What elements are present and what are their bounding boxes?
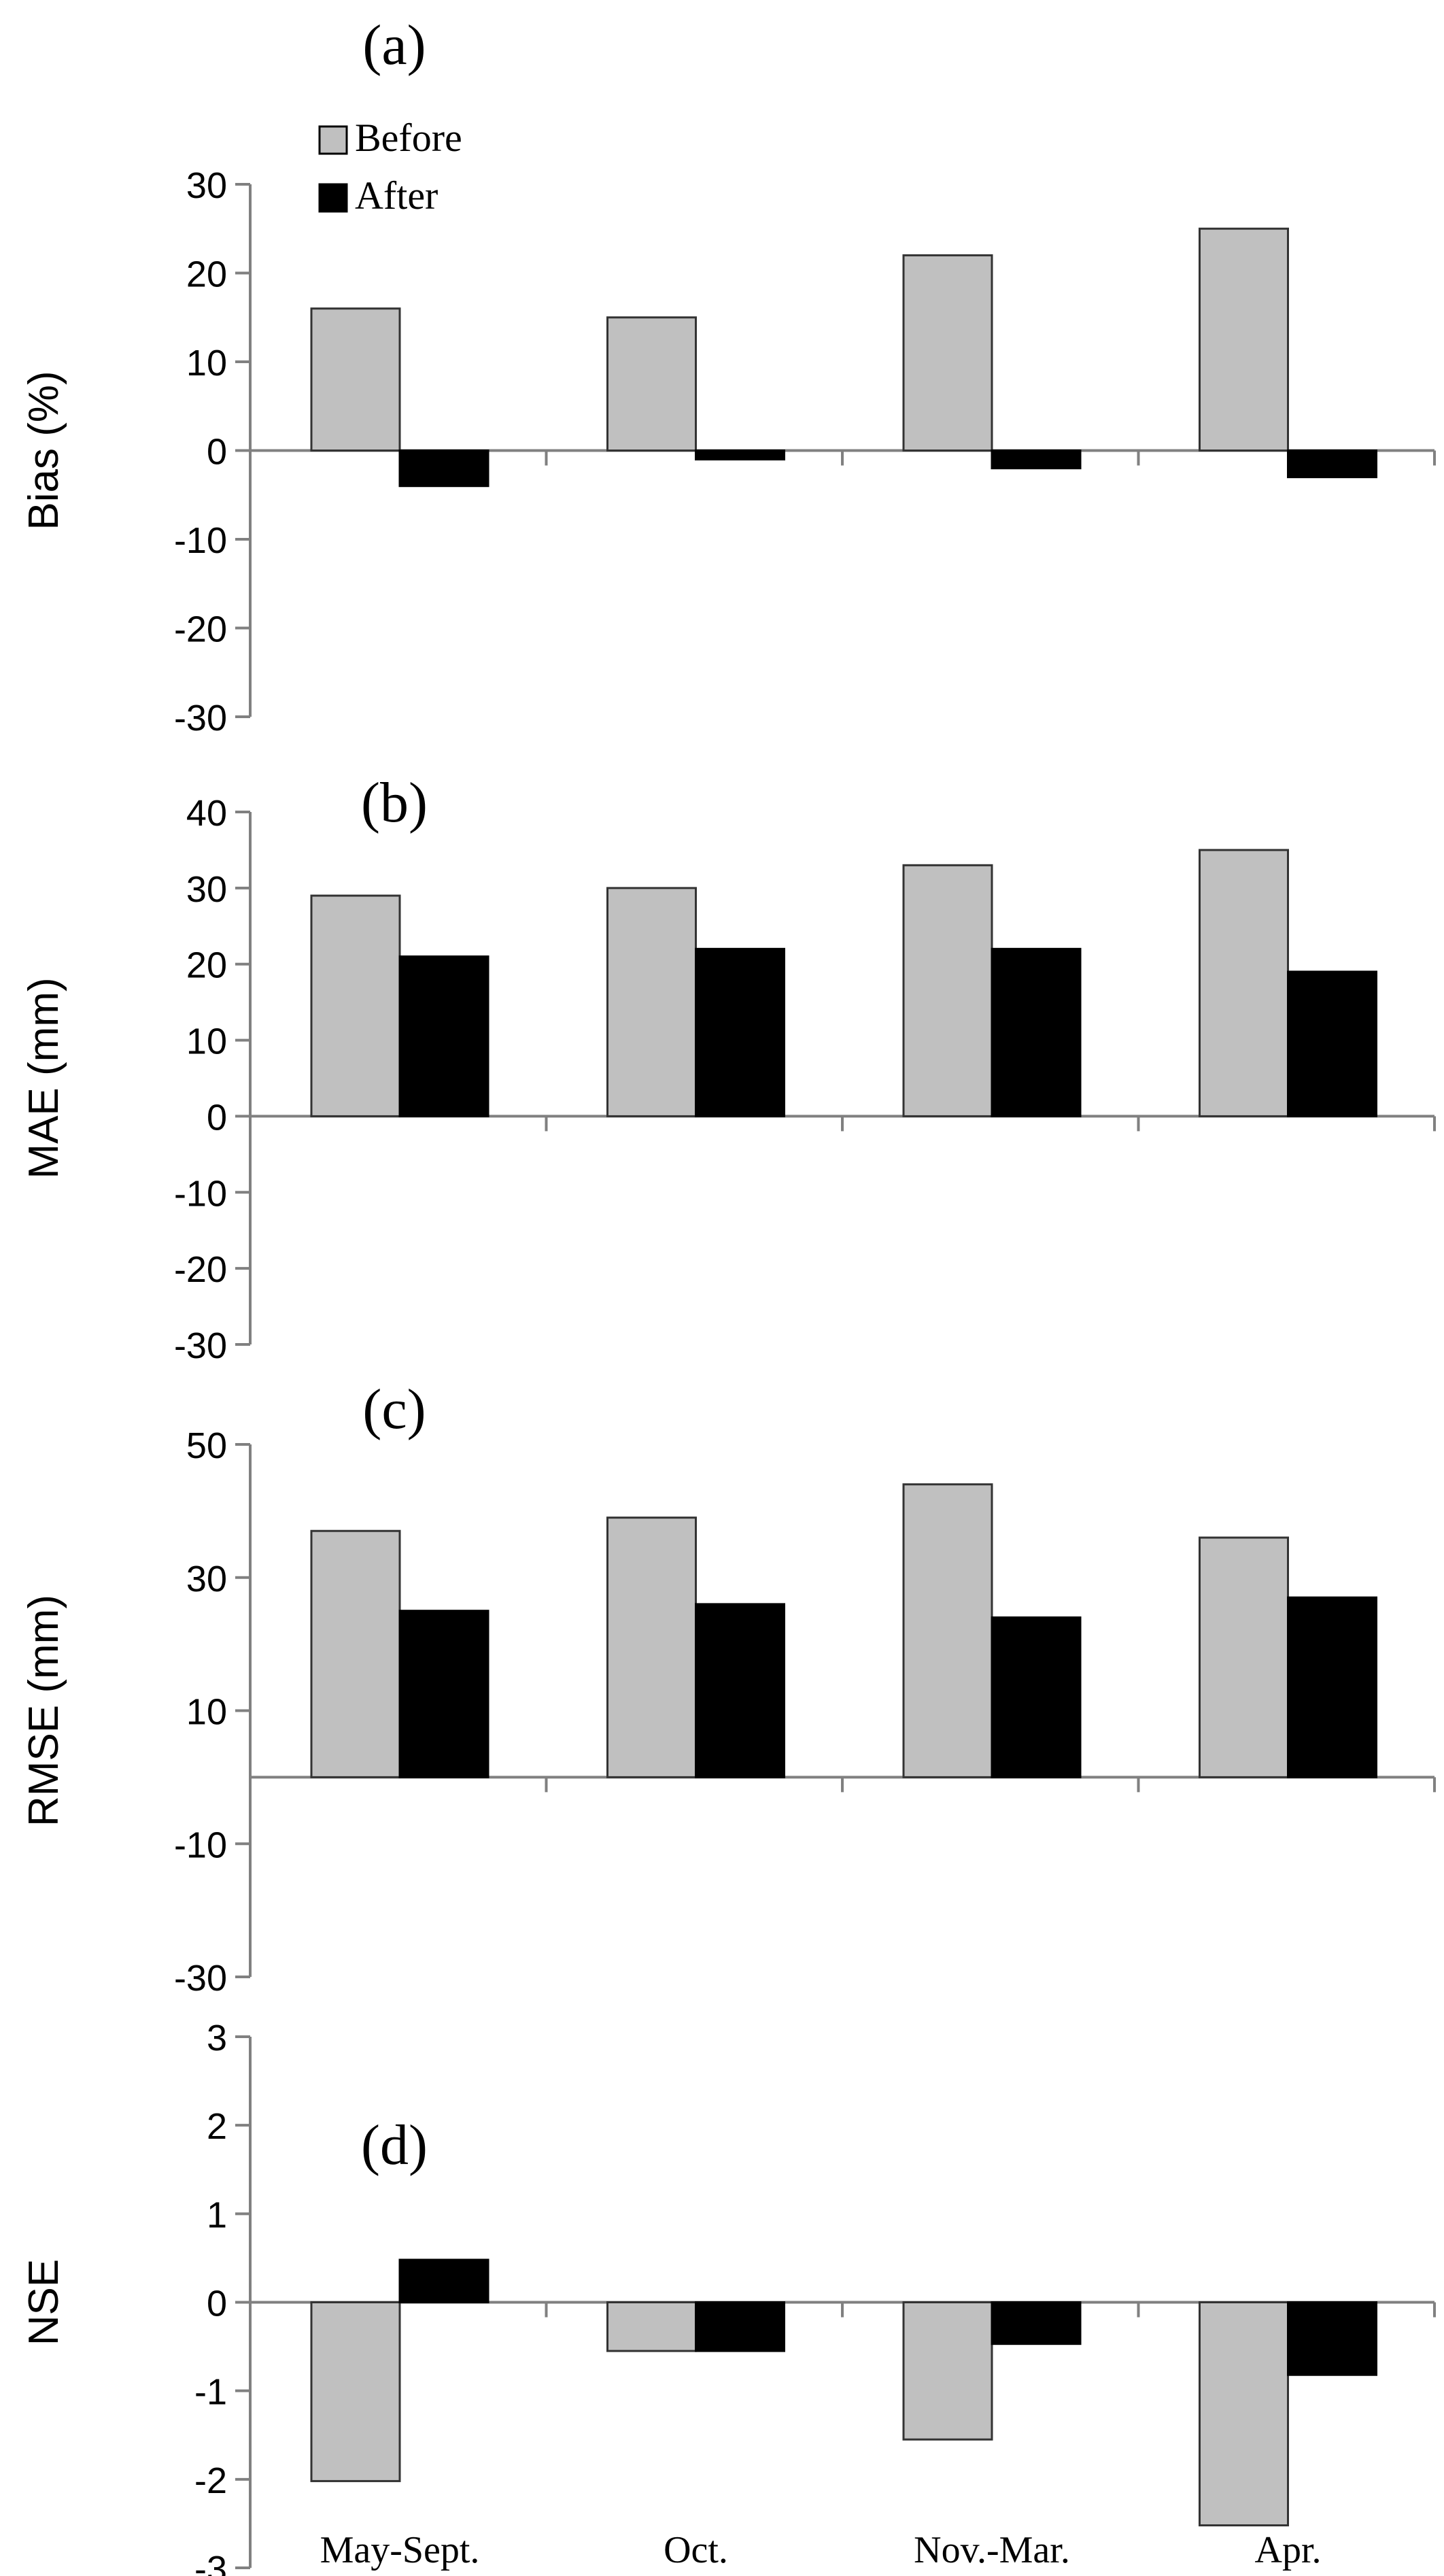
bar-after-0 (398, 450, 489, 488)
y-tick-label: 30 (186, 869, 227, 910)
bar-before-0 (310, 1529, 401, 1778)
y-tick-label: -20 (174, 1249, 227, 1290)
legend-label-before: Before (355, 116, 462, 160)
panel-label: (c) (362, 1378, 426, 1441)
y-tick-label: -2 (194, 2460, 227, 2501)
y-tick-label: 30 (186, 165, 227, 206)
y-tick-label: 30 (186, 1559, 227, 1599)
y-tick-label: 0 (207, 1097, 227, 1138)
y-tick-label: 50 (186, 1425, 227, 1466)
y-tick-label: -10 (174, 1825, 227, 1865)
bar-before-0 (310, 2301, 401, 2482)
bar-after-3 (1287, 1596, 1377, 1778)
x-category-label: May-Sept. (320, 2529, 480, 2571)
bar-before-3 (1199, 849, 1289, 1117)
bar-after-1 (695, 1603, 785, 1778)
y-tick-label: -30 (174, 1325, 227, 1366)
y-tick-label: -30 (174, 1958, 227, 1999)
y-tick-label: 0 (207, 2284, 227, 2324)
y-tick-label: -3 (194, 2549, 227, 2576)
y-axis-title: Bias (%) (20, 371, 67, 530)
bar-before-1 (606, 1516, 697, 1778)
bar-before-1 (606, 2301, 697, 2352)
y-tick-label: -30 (174, 698, 227, 739)
x-category-label: Oct. (664, 2529, 728, 2571)
y-tick-label: 3 (207, 2018, 227, 2058)
bar-before-2 (902, 1483, 993, 1778)
y-tick-label: 10 (186, 1021, 227, 1062)
bar-before-0 (310, 894, 401, 1117)
legend-swatch-before (318, 125, 348, 155)
bar-before-1 (606, 316, 697, 452)
bar-after-3 (1287, 970, 1377, 1117)
bar-before-3 (1199, 227, 1289, 452)
y-tick-label: 0 (207, 432, 227, 473)
y-tick-label: 20 (186, 945, 227, 986)
bar-after-0 (398, 2258, 489, 2304)
bar-before-2 (902, 254, 993, 452)
y-tick-label: -1 (194, 2372, 227, 2413)
bar-after-3 (1287, 2301, 1377, 2376)
bar-after-2 (991, 1616, 1082, 1778)
bar-before-3 (1199, 1536, 1289, 1778)
y-tick-label: 2 (207, 2106, 227, 2147)
y-axis-title: MAE (mm) (20, 977, 67, 1179)
legend-label-after: After (355, 173, 438, 218)
y-tick-label: 40 (186, 793, 227, 834)
y-tick-label: 1 (207, 2194, 227, 2235)
y-tick-label: 10 (186, 1692, 227, 1733)
y-axis-title: RMSE (mm) (20, 1595, 67, 1827)
bar-before-2 (902, 864, 993, 1117)
bar-before-3 (1199, 2301, 1289, 2527)
bar-after-1 (695, 2301, 785, 2352)
bar-before-1 (606, 887, 697, 1117)
bar-after-1 (695, 450, 785, 461)
y-tick-label: -10 (174, 1173, 227, 1214)
y-tick-label: -10 (174, 520, 227, 561)
bar-before-0 (310, 307, 401, 452)
x-category-label: Apr. (1255, 2529, 1322, 2571)
bar-after-0 (398, 955, 489, 1117)
y-tick-label: 10 (186, 343, 227, 384)
bar-after-0 (398, 1610, 489, 1778)
panel-label: (b) (361, 771, 428, 834)
legend-swatch-after (318, 183, 348, 213)
x-category-label: Nov.-Mar. (914, 2529, 1070, 2571)
bar-after-3 (1287, 450, 1377, 479)
bar-after-2 (991, 450, 1082, 470)
bar-after-2 (991, 947, 1082, 1117)
y-tick-label: -20 (174, 609, 227, 650)
panel-label: (a) (362, 14, 426, 77)
y-axis-title: NSE (20, 2259, 67, 2345)
bar-after-2 (991, 2301, 1082, 2345)
bar-before-2 (902, 2301, 993, 2441)
bar-after-1 (695, 947, 785, 1117)
panel-label: (d) (361, 2114, 428, 2177)
y-tick-label: 20 (186, 254, 227, 295)
